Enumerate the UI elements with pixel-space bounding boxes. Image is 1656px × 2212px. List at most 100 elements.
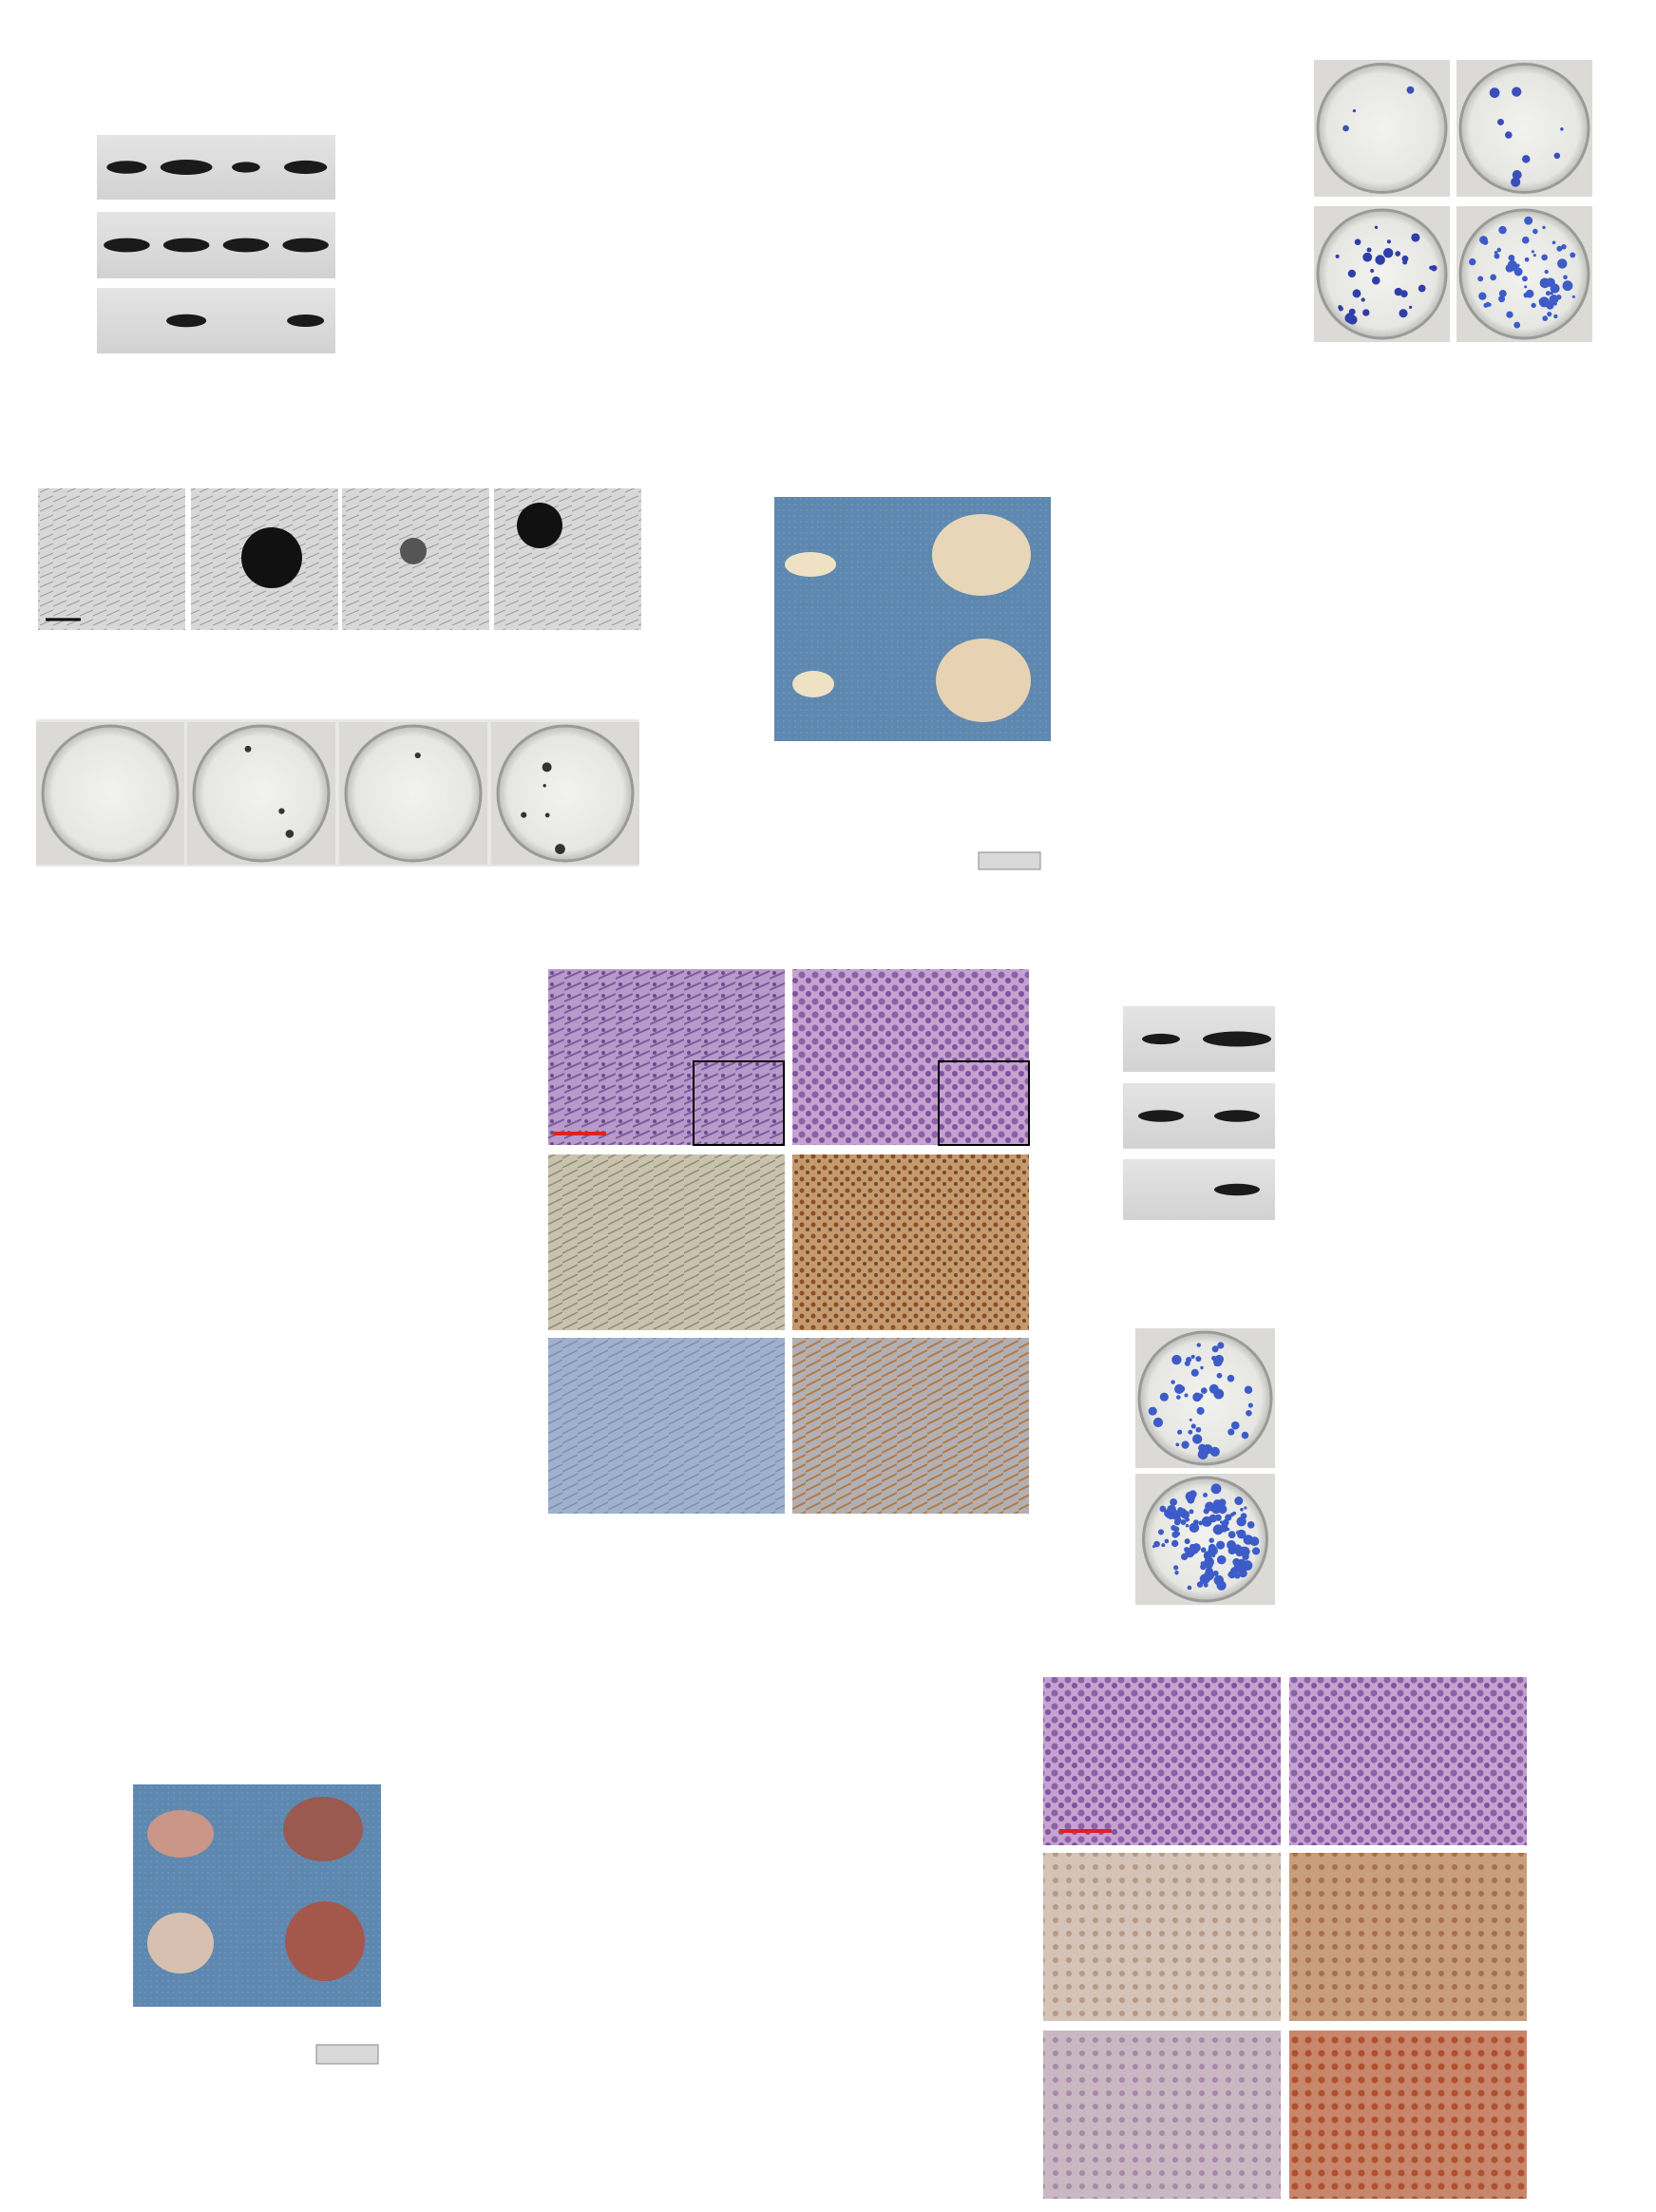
colony bbox=[1195, 1356, 1202, 1363]
colony bbox=[1216, 1372, 1223, 1379]
histology-panel bbox=[548, 1154, 785, 1330]
colony bbox=[285, 830, 295, 838]
colony bbox=[1541, 254, 1548, 261]
blot-band bbox=[1214, 1183, 1260, 1196]
colony bbox=[1152, 1545, 1156, 1549]
colony bbox=[1247, 1402, 1253, 1408]
blot-band bbox=[283, 160, 328, 175]
colony bbox=[1469, 257, 1476, 266]
colony bbox=[1205, 1573, 1213, 1581]
colony bbox=[1213, 1574, 1225, 1586]
colony bbox=[1217, 1342, 1225, 1349]
colony bbox=[1494, 253, 1500, 259]
ruler bbox=[978, 851, 1041, 870]
colony bbox=[1513, 321, 1521, 329]
colony bbox=[1237, 1558, 1247, 1568]
colony bbox=[1187, 1585, 1192, 1591]
colony bbox=[1570, 252, 1576, 258]
colony bbox=[1498, 290, 1507, 297]
colony bbox=[1374, 225, 1379, 229]
colony bbox=[1153, 1540, 1160, 1548]
colony bbox=[1386, 239, 1391, 244]
colony bbox=[1200, 1561, 1205, 1566]
culture-plate bbox=[1137, 1330, 1273, 1466]
colony bbox=[1196, 1343, 1202, 1347]
colony bbox=[1209, 1383, 1219, 1394]
colony bbox=[1236, 1516, 1247, 1527]
colony bbox=[1545, 291, 1551, 296]
culture-plate bbox=[1458, 208, 1590, 340]
blot-band bbox=[166, 314, 207, 328]
histology-panel bbox=[548, 969, 785, 1145]
tumor bbox=[147, 1913, 214, 1974]
colony bbox=[1556, 245, 1563, 252]
blot-band bbox=[160, 160, 213, 175]
colony bbox=[1478, 292, 1487, 300]
colony bbox=[1352, 289, 1361, 298]
culture-plate bbox=[192, 724, 331, 863]
histology-panel bbox=[792, 1154, 1029, 1330]
colony bbox=[1181, 1440, 1190, 1449]
histology-panel bbox=[1043, 1853, 1281, 2021]
colony bbox=[1487, 302, 1492, 307]
colony bbox=[1372, 276, 1380, 285]
colony bbox=[1490, 274, 1497, 281]
colony bbox=[1362, 309, 1370, 316]
colony bbox=[1171, 1380, 1175, 1384]
culture-plate bbox=[496, 724, 635, 863]
colony bbox=[1239, 1565, 1247, 1573]
tumor bbox=[285, 1901, 365, 1981]
colony bbox=[1171, 1539, 1179, 1548]
colony bbox=[542, 762, 552, 772]
colony bbox=[1550, 283, 1560, 294]
micrograph bbox=[494, 488, 641, 630]
colony bbox=[1227, 1374, 1235, 1382]
colony bbox=[1180, 1553, 1189, 1561]
colony bbox=[1190, 1354, 1195, 1360]
colony bbox=[1152, 1417, 1164, 1428]
colony bbox=[1200, 1365, 1204, 1370]
micrograph bbox=[38, 488, 185, 630]
colony bbox=[1227, 1527, 1230, 1532]
colony bbox=[1551, 240, 1556, 245]
colony bbox=[1202, 1443, 1213, 1455]
colony bbox=[1477, 276, 1484, 282]
colony bbox=[1161, 1543, 1166, 1548]
colony bbox=[244, 745, 252, 753]
culture-plate bbox=[41, 724, 180, 863]
colony bbox=[1185, 1523, 1190, 1528]
colony bbox=[1352, 108, 1357, 113]
colony bbox=[1186, 1356, 1192, 1363]
colony bbox=[1234, 1573, 1241, 1579]
colony bbox=[1174, 1571, 1179, 1575]
cell-cluster bbox=[400, 538, 427, 564]
colony bbox=[1159, 1392, 1169, 1402]
colony bbox=[1148, 1406, 1157, 1416]
colony bbox=[1408, 305, 1413, 310]
blot-band bbox=[282, 238, 329, 253]
colony bbox=[1489, 87, 1500, 99]
colony bbox=[1195, 1426, 1202, 1433]
histology-panel bbox=[1289, 1677, 1527, 1845]
blot-band bbox=[1138, 1110, 1184, 1122]
colony bbox=[1361, 297, 1365, 302]
blot-band bbox=[104, 238, 150, 253]
colony bbox=[1395, 251, 1401, 257]
colony bbox=[1247, 1520, 1255, 1529]
colony bbox=[1184, 1393, 1189, 1398]
colony bbox=[1171, 1354, 1182, 1365]
colony bbox=[1232, 1511, 1237, 1516]
colony bbox=[1342, 124, 1349, 132]
colony bbox=[1171, 1525, 1177, 1532]
colony bbox=[1184, 1538, 1190, 1545]
colony bbox=[1212, 1570, 1219, 1576]
colony bbox=[1187, 1496, 1195, 1504]
colony bbox=[1209, 1514, 1218, 1523]
colony bbox=[1553, 314, 1558, 319]
tumor bbox=[936, 639, 1031, 722]
blot-band bbox=[287, 315, 325, 327]
colony bbox=[1211, 1345, 1219, 1353]
colony bbox=[1553, 152, 1561, 160]
colony bbox=[1549, 294, 1559, 304]
colony bbox=[1382, 247, 1394, 258]
